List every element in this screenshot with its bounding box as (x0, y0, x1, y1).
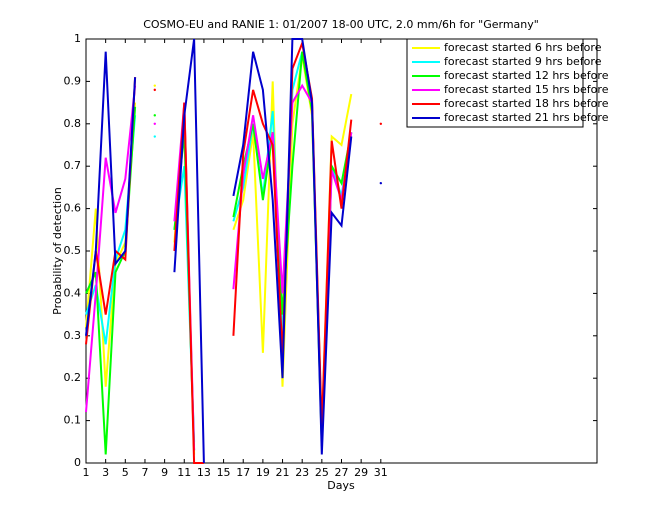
y-tick-label: 0.2 (64, 371, 82, 384)
x-tick-label: 23 (295, 466, 309, 479)
y-tick-label: 1 (74, 32, 81, 45)
y-tick-label: 0.1 (64, 414, 82, 427)
y-tick-label: 0.9 (64, 74, 82, 87)
legend-label: forecast started 15 hrs before (444, 83, 609, 96)
y-tick-label: 0.3 (64, 329, 82, 342)
point (153, 114, 156, 117)
y-tick-label: 0.6 (64, 202, 82, 215)
legend-label: forecast started 21 hrs before (444, 111, 609, 124)
y-tick-label: 0.7 (64, 159, 82, 172)
x-tick-label: 31 (374, 466, 388, 479)
legend-label: forecast started 18 hrs before (444, 97, 609, 110)
point (153, 88, 156, 92)
y-tick-label: 0.8 (64, 117, 82, 130)
x-tick-label: 19 (256, 466, 270, 479)
point (379, 122, 383, 126)
x-tick-label: 7 (141, 466, 148, 479)
y-axis-label: Probability of detection (51, 187, 64, 315)
x-tick-label: 17 (236, 466, 250, 479)
x-tick-label: 27 (335, 466, 349, 479)
x-tick-label: 5 (122, 466, 129, 479)
x-tick-label: 13 (197, 466, 211, 479)
x-tick-label: 29 (354, 466, 368, 479)
y-tick-label: 0.4 (64, 286, 82, 299)
x-tick-label: 15 (217, 466, 231, 479)
series-line (85, 38, 353, 464)
x-axis-label: Days (327, 479, 355, 492)
point (153, 122, 156, 126)
x-tick-label: 9 (161, 466, 168, 479)
legend-label: forecast started 9 hrs before (444, 55, 602, 68)
point (153, 135, 156, 138)
point (153, 84, 156, 87)
chart-title: COSMO-EU and RANIE 1: 01/2007 18-00 UTC,… (143, 18, 539, 31)
y-tick-label: 0 (74, 456, 81, 469)
x-tick-label: 11 (177, 466, 191, 479)
legend-label: forecast started 12 hrs before (444, 69, 609, 82)
legend-box (406, 38, 584, 128)
point (379, 181, 383, 185)
x-tick-label: 21 (276, 466, 290, 479)
x-tick-label: 1 (83, 466, 90, 479)
x-tick-label: 3 (102, 466, 109, 479)
legend-label: forecast started 6 hrs before (444, 41, 602, 54)
y-tick-label: 0.5 (64, 244, 82, 257)
x-tick-label: 25 (315, 466, 329, 479)
